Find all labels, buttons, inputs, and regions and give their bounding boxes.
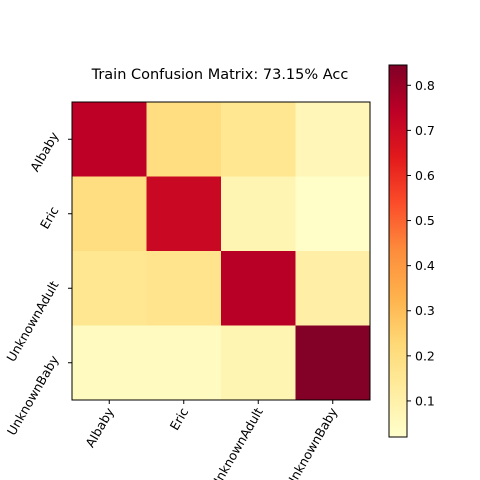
heatmap-cell <box>295 176 371 252</box>
colorbar-tick-label: 0.6 <box>415 168 435 183</box>
heatmap-cell <box>72 102 147 177</box>
y-tick-label: UnknownAdult <box>3 278 61 364</box>
heatmap-cell <box>221 325 296 401</box>
plot-frame <box>71 101 371 401</box>
x-tick-label: UnknownAdult <box>208 405 266 480</box>
y-tick-label: Eric <box>37 204 62 232</box>
heatmap-cell <box>221 176 296 252</box>
x-tick-label: Eric <box>167 405 192 433</box>
heatmap-cell <box>72 176 147 252</box>
heatmap-cell <box>146 176 222 252</box>
colorbar-tick-label: 0.8 <box>415 78 435 93</box>
colorbar-tick-label: 0.1 <box>415 393 435 408</box>
heatmap-cell <box>295 102 371 177</box>
x-axis: AIbaby Eric UnknownAdult UnknownBaby <box>82 400 341 480</box>
heatmap-cell <box>146 251 222 326</box>
x-tick-label: UnknownBaby <box>283 404 341 480</box>
heatmap-cell <box>72 325 147 401</box>
colorbar-tick-label: 0.7 <box>415 123 435 138</box>
y-tick-label: AIbaby <box>27 129 62 174</box>
heatmap-cells <box>72 102 371 401</box>
colorbar-tick-label: 0.4 <box>415 258 435 273</box>
heatmap-cell <box>295 325 371 401</box>
chart-title: Train Confusion Matrix: 73.15% Acc <box>91 67 349 83</box>
heatmap-cell <box>221 102 296 177</box>
heatmap-cell <box>221 251 296 326</box>
y-tick-label: UnknownBaby <box>4 352 62 438</box>
heatmap-cell <box>295 251 371 326</box>
colorbar-axis: 0.1 0.2 0.3 0.4 0.5 0.6 0.7 0.8 <box>407 78 435 408</box>
colorbar-tick-label: 0.5 <box>415 213 435 228</box>
colorbar-tick-label: 0.3 <box>415 303 435 318</box>
colorbar <box>388 64 408 438</box>
heatmap-cell <box>146 102 222 177</box>
heatmap-cell <box>72 251 147 326</box>
colorbar-tick-label: 0.2 <box>415 348 435 363</box>
x-tick-label: AIbaby <box>82 404 117 449</box>
heatmap-cell <box>146 325 222 401</box>
